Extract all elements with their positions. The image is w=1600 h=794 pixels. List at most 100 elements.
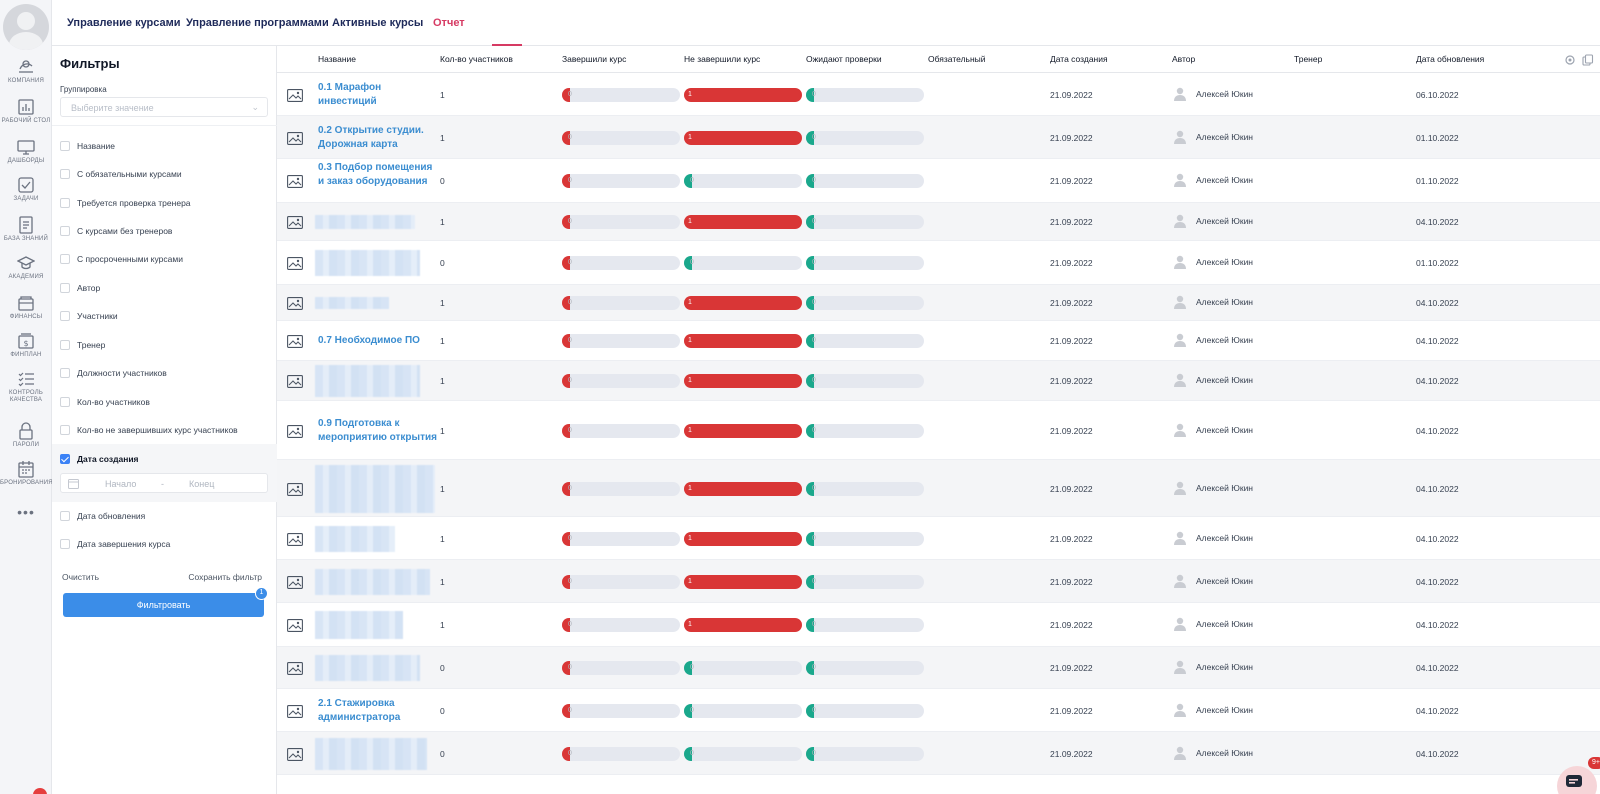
- sidebar-item-8[interactable]: Контроль качества: [0, 370, 52, 404]
- table-row[interactable]: 0 0 0 0 21.09.2022 Алексей Юкин 01.10.2022: [277, 241, 1600, 285]
- column-header-author[interactable]: Автор: [1172, 54, 1196, 64]
- sidebar-item-6[interactable]: Финансы: [0, 294, 52, 321]
- table-row[interactable]: 0.1 Марафон инвестиций 1 0 1 0 21.09.2022 Алек…: [277, 73, 1600, 116]
- sidebar-item-3[interactable]: Задачи: [0, 176, 52, 203]
- column-header-created[interactable]: Дата создания: [1050, 54, 1108, 64]
- filter-option[interactable]: С обязательными курсами: [60, 166, 272, 184]
- filter-option[interactable]: Тренер: [60, 337, 272, 355]
- table-row[interactable]: 1 0 1 0 21.09.2022 Алексей Юкин 04.10.2022: [277, 285, 1600, 321]
- column-header-name[interactable]: Название: [318, 54, 356, 64]
- filter-checkbox[interactable]: [60, 254, 70, 264]
- filter-checkbox[interactable]: [60, 226, 70, 236]
- user-avatar[interactable]: [3, 4, 49, 50]
- filter-checkbox[interactable]: [60, 311, 70, 321]
- filter-option[interactable]: Кол-во не завершивших курс участников: [60, 422, 272, 440]
- course-name-link[interactable]: 0.1 Марафон инвестиций: [318, 82, 382, 107]
- redacted-course-name: [315, 215, 415, 229]
- tab-active-courses[interactable]: Активные курсы: [332, 17, 424, 29]
- filter-option[interactable]: Дата создания: [60, 451, 272, 469]
- filter-option[interactable]: Участники: [60, 308, 272, 326]
- progress-value: 1: [688, 299, 692, 306]
- filter-checkbox[interactable]: [60, 368, 70, 378]
- column-header-pending[interactable]: Ожидают проверки: [806, 54, 882, 64]
- filter-option[interactable]: С курсами без тренеров: [60, 223, 272, 241]
- table-row[interactable]: 1 0 1 0 21.09.2022 Алексей Юкин 04.10.2022: [277, 203, 1600, 241]
- table-row[interactable]: 2.1 Стажировка администратора 0 0 0 0 21.09.2…: [277, 689, 1600, 732]
- course-name-link[interactable]: 0.2 Открытие студии. Дорожная карта: [318, 125, 424, 150]
- column-header-trainer[interactable]: Тренер: [1294, 54, 1323, 64]
- filter-option[interactable]: Автор: [60, 280, 272, 298]
- filter-checkbox[interactable]: [60, 454, 70, 464]
- filter-checkbox[interactable]: [60, 539, 70, 549]
- tab-manage-courses[interactable]: Управление курсами: [67, 17, 181, 29]
- filter-checkbox[interactable]: [60, 198, 70, 208]
- progress-marker: [562, 174, 570, 188]
- table-row[interactable]: 1 0 1 0 21.09.2022 Алексей Юкин 04.10.2022: [277, 361, 1600, 401]
- progress-marker: [562, 704, 570, 718]
- filter-checkbox[interactable]: [60, 425, 70, 435]
- filter-checkbox[interactable]: [60, 340, 70, 350]
- filter-option[interactable]: С просроченными курсами: [60, 251, 272, 269]
- updated-date: 04.10.2022: [1416, 749, 1459, 759]
- author-name: Алексей Юкин: [1196, 175, 1254, 185]
- updated-date: 04.10.2022: [1416, 336, 1459, 346]
- filter-checkbox[interactable]: [60, 511, 70, 521]
- more-icon[interactable]: •••: [17, 504, 35, 520]
- tab-report[interactable]: Отчет: [433, 17, 465, 29]
- filter-option[interactable]: Дата завершения курса: [60, 536, 272, 554]
- sidebar-item-2[interactable]: Дашборды: [0, 138, 52, 165]
- course-name-link[interactable]: 0.3 Подбор помещения и заказ оборудовани…: [318, 162, 433, 187]
- filter-option[interactable]: Кол-во участников: [60, 394, 272, 412]
- sidebar-item-1[interactable]: Рабочий стол: [0, 98, 52, 125]
- column-header-updated[interactable]: Дата обновления: [1416, 54, 1485, 64]
- course-name-link[interactable]: 0.7 Необходимое ПО: [318, 335, 420, 346]
- date-start-field[interactable]: Начало: [105, 479, 137, 489]
- table-row[interactable]: 0.9 Подготовка к мероприятию открытия 1 0 1…: [277, 401, 1600, 460]
- copy-icon[interactable]: [1582, 54, 1594, 66]
- save-filter-button[interactable]: Сохранить фильтр: [188, 572, 262, 582]
- course-name-link[interactable]: 0.9 Подготовка к мероприятию открытия: [318, 418, 437, 443]
- sidebar-item-5[interactable]: Академия: [0, 254, 52, 281]
- column-header-not-completed[interactable]: Не завершили курс: [684, 54, 761, 64]
- table-row[interactable]: 0.3 Подбор помещения и заказ оборудовани…: [277, 159, 1600, 203]
- table-row[interactable]: 1 0 1 0 21.09.2022 Алексей Юкин 04.10.2022: [277, 517, 1600, 560]
- sidebar-item-7[interactable]: $ Финплан: [0, 332, 52, 359]
- user-icon: [1174, 574, 1186, 588]
- filter-option[interactable]: Должности участников: [60, 365, 272, 383]
- clear-filters-button[interactable]: Очистить: [62, 572, 100, 582]
- filter-option[interactable]: Название: [60, 138, 272, 156]
- tab-manage-programs[interactable]: Управление программами: [186, 17, 329, 29]
- filter-checkbox[interactable]: [60, 141, 70, 151]
- progress-bar: 0: [562, 747, 680, 761]
- column-header-required[interactable]: Обязательный: [928, 54, 986, 64]
- table-row[interactable]: 0.2 Открытие студии. Дорожная карта 1 0 1 0 2…: [277, 116, 1600, 159]
- table-row[interactable]: 1 0 1 0 21.09.2022 Алексей Юкин 04.10.2022: [277, 560, 1600, 603]
- filter-checkbox[interactable]: [60, 169, 70, 179]
- sidebar-item-4[interactable]: База знаний: [0, 216, 52, 243]
- filter-checkbox[interactable]: [60, 283, 70, 293]
- table-row[interactable]: 0 0 0 0 21.09.2022 Алексей Юкин 04.10.2022: [277, 732, 1600, 775]
- image-icon: [287, 375, 303, 388]
- apply-filter-button[interactable]: Фильтровать: [63, 593, 264, 617]
- date-range-input[interactable]: Начало - Конец: [60, 473, 268, 493]
- filter-checkbox[interactable]: [60, 397, 70, 407]
- table-row[interactable]: 1 0 1 0 21.09.2022 Алексей Юкин 04.10.2022: [277, 460, 1600, 517]
- sidebar-item-0[interactable]: Компания: [0, 58, 52, 85]
- chat-widget-button[interactable]: [1557, 766, 1597, 794]
- table-row[interactable]: 0 0 0 0 21.09.2022 Алексей Юкин 04.10.2022: [277, 647, 1600, 689]
- column-header-participants[interactable]: Кол-во участников: [440, 54, 513, 64]
- settings-icon[interactable]: [1565, 55, 1575, 65]
- course-name-link[interactable]: 2.1 Стажировка администратора: [318, 698, 401, 723]
- progress-value: 1: [688, 218, 692, 225]
- filter-option[interactable]: Требуется проверка тренера: [60, 195, 272, 213]
- sidebar-item-9[interactable]: Пароли: [0, 422, 52, 449]
- grouping-select[interactable]: Выберите значение ⌄: [60, 97, 268, 117]
- date-end-field[interactable]: Конец: [189, 479, 215, 489]
- table-row[interactable]: 1 0 1 0 21.09.2022 Алексей Юкин 04.10.2022: [277, 603, 1600, 647]
- table-row[interactable]: 0.7 Необходимое ПО 1 0 1 0 21.09.2022 Алексей …: [277, 321, 1600, 361]
- column-header-completed[interactable]: Завершили курс: [562, 54, 627, 64]
- filter-option-label: Кол-во участников: [77, 397, 150, 407]
- filter-option[interactable]: Дата обновления: [60, 508, 272, 526]
- sidebar-item-10[interactable]: Бронирования: [0, 460, 53, 487]
- image-icon: [287, 175, 303, 188]
